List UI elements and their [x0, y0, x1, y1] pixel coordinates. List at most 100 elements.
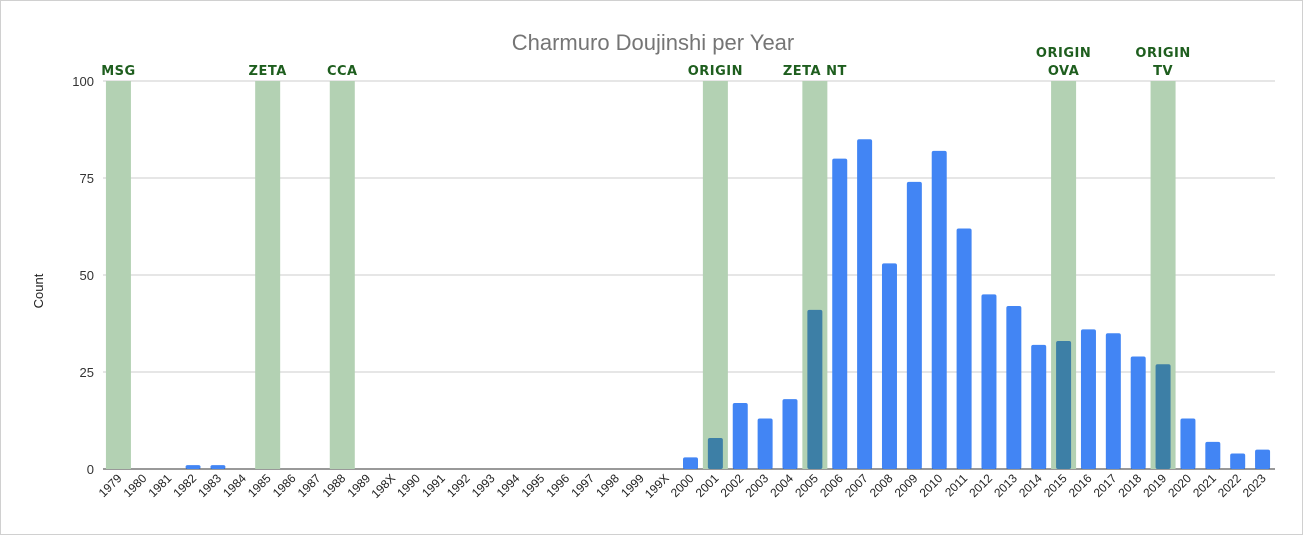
- x-tick-2010: 2010: [917, 471, 946, 500]
- bar-2021: [1205, 441, 1221, 469]
- x-tick-1986: 1986: [270, 471, 299, 500]
- bar-2009: [906, 181, 922, 469]
- highlight-band-2001: [702, 81, 728, 469]
- x-tick-1993: 1993: [469, 471, 498, 500]
- bar-2002: [732, 403, 748, 469]
- annotation-2005-0: ZETA NT: [783, 64, 847, 79]
- highlight-band-1988: [329, 81, 355, 469]
- x-tick-2018: 2018: [1116, 471, 1145, 500]
- bar-2020: [1180, 418, 1196, 469]
- x-tick-1995: 1995: [519, 471, 548, 500]
- gridlines: [103, 80, 1275, 470]
- annotation-1985-0: ZETA: [249, 64, 287, 79]
- y-axis-label: Count: [31, 273, 46, 308]
- y-tick-75: 75: [80, 171, 94, 186]
- x-tick-1982: 1982: [170, 471, 199, 500]
- bars: [185, 139, 1271, 469]
- x-tick-2003: 2003: [742, 471, 771, 500]
- x-tick-2013: 2013: [991, 471, 1020, 500]
- x-tick-2014: 2014: [1016, 471, 1045, 500]
- bar-2008: [881, 263, 897, 469]
- x-tick-198X: 198X: [368, 471, 398, 501]
- y-tick-labels: 0 25 50 75 100: [72, 74, 94, 477]
- bar-2013: [1006, 306, 1022, 469]
- x-tick-2017: 2017: [1091, 471, 1120, 500]
- annotation-1979-0: MSG: [101, 64, 135, 79]
- bar-2016: [1080, 329, 1096, 469]
- x-tick-2021: 2021: [1190, 471, 1219, 500]
- bar-2000: [683, 457, 698, 469]
- x-tick-1981: 1981: [146, 471, 175, 500]
- x-tick-2004: 2004: [767, 471, 796, 500]
- x-tick-1990: 1990: [394, 471, 423, 500]
- x-tick-2005: 2005: [792, 471, 821, 500]
- x-tick-1987: 1987: [295, 471, 324, 500]
- x-tick-1979: 1979: [96, 471, 125, 500]
- bar-2007: [857, 139, 873, 469]
- bar-2010: [931, 150, 947, 469]
- highlight-band-1979: [105, 81, 131, 469]
- highlight-annotations: MSG ZETA CCA ORIGIN ZETA NT ORIGIN OVA ORIGIN TV: [101, 46, 1190, 79]
- annotation-1988-0: CCA: [327, 64, 358, 79]
- bar-2001: [707, 437, 723, 469]
- x-tick-1989: 1989: [344, 471, 373, 500]
- x-tick-2009: 2009: [892, 471, 921, 500]
- bar-2006: [832, 158, 848, 469]
- bar-2018: [1130, 356, 1146, 469]
- x-tick-2008: 2008: [867, 471, 896, 500]
- x-tick-2006: 2006: [817, 471, 846, 500]
- bar-1983: [210, 465, 226, 469]
- x-tick-2016: 2016: [1066, 471, 1095, 500]
- y-tick-100: 100: [72, 74, 94, 89]
- highlight-band-1985: [255, 81, 281, 469]
- x-tick-1994: 1994: [494, 471, 523, 500]
- x-tick-2015: 2015: [1041, 471, 1070, 500]
- bar-2022: [1230, 453, 1246, 469]
- x-tick-2002: 2002: [718, 471, 747, 500]
- x-tick-1988: 1988: [320, 471, 349, 500]
- x-tick-1992: 1992: [444, 471, 473, 500]
- x-tick-2007: 2007: [842, 471, 871, 500]
- x-tick-1999: 1999: [618, 471, 647, 500]
- bar-1982: [185, 465, 201, 469]
- bar-2017: [1105, 333, 1121, 469]
- annotation-2019-0: ORIGIN: [1135, 46, 1190, 61]
- x-tick-2023: 2023: [1240, 471, 1269, 500]
- annotation-2015-0: ORIGIN: [1036, 46, 1091, 61]
- x-tick-1983: 1983: [195, 471, 224, 500]
- bar-2012: [981, 294, 997, 469]
- x-tick-1996: 1996: [543, 471, 572, 500]
- x-tick-1998: 1998: [593, 471, 622, 500]
- bar-2019: [1155, 364, 1171, 469]
- bar-2003: [757, 418, 773, 469]
- x-tick-1997: 1997: [568, 471, 597, 500]
- annotation-2001-0: ORIGIN: [688, 64, 743, 79]
- x-tick-1991: 1991: [419, 471, 448, 500]
- bar-2015: [1056, 340, 1072, 469]
- y-tick-25: 25: [80, 365, 94, 380]
- x-tick-199X: 199X: [642, 471, 672, 501]
- bar-2004: [782, 399, 798, 469]
- x-tick-2022: 2022: [1215, 471, 1244, 500]
- x-tick-1985: 1985: [245, 471, 274, 500]
- x-tick-2020: 2020: [1165, 471, 1194, 500]
- x-tick-2012: 2012: [966, 471, 995, 500]
- annotation-2019-1: TV: [1153, 64, 1173, 79]
- annotation-2015-1: OVA: [1048, 64, 1079, 79]
- bar-2014: [1031, 344, 1047, 469]
- x-tick-1984: 1984: [220, 471, 249, 500]
- x-tick-2011: 2011: [942, 471, 970, 499]
- bar-2005: [807, 309, 823, 469]
- chart-title: Charmuro Doujinshi per Year: [512, 30, 795, 55]
- x-tick-2019: 2019: [1140, 471, 1169, 500]
- x-tick-1980: 1980: [121, 471, 150, 500]
- bar-2011: [956, 228, 972, 469]
- x-tick-2001: 2001: [693, 471, 722, 500]
- y-tick-50: 50: [80, 268, 94, 283]
- bar-2023: [1255, 449, 1271, 469]
- x-tick-labels: 1979198019811982198319841985198619871988…: [96, 471, 1269, 501]
- x-tick-2000: 2000: [668, 471, 697, 500]
- y-tick-0: 0: [87, 462, 94, 477]
